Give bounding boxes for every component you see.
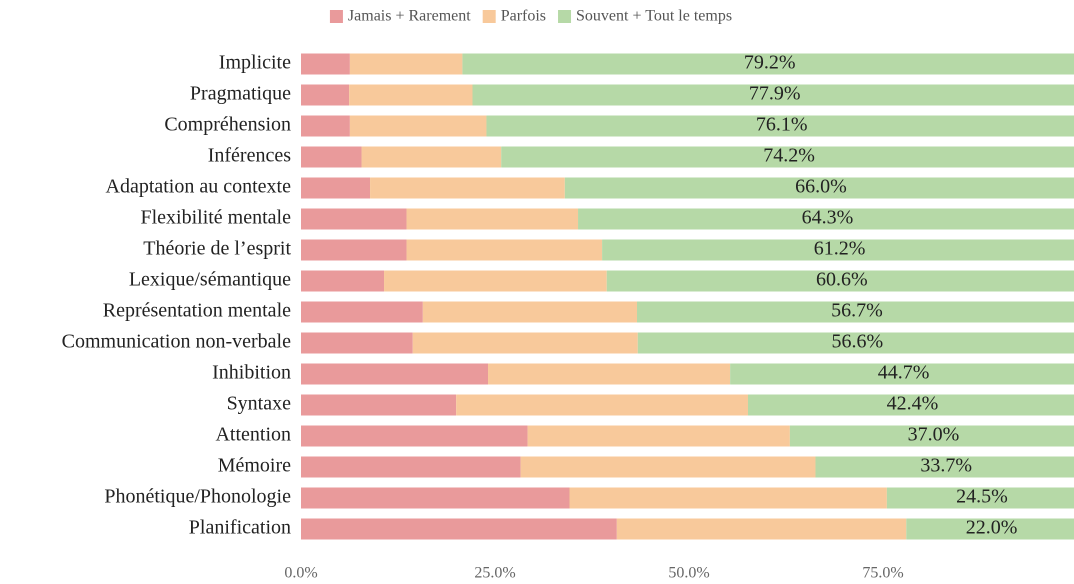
data-label: 60.6% [816,269,868,291]
bar-segment [301,146,362,168]
bar-segment [301,332,413,354]
bar-segment [301,425,528,447]
bar-segment [301,177,371,199]
bar-segment [412,332,638,354]
y-tick-label: Mémoire [218,455,291,477]
data-label: 37.0% [908,424,960,446]
legend-label: Souvent + Tout le temps [576,8,732,25]
legend-label: Jamais + Rarement [348,8,471,25]
bar-segment [301,301,423,323]
data-label: 77.9% [749,83,801,105]
y-tick-label: Compréhension [164,114,291,136]
y-tick-label: Planification [189,517,291,539]
data-label: 61.2% [814,238,866,260]
bar-segment [349,53,463,75]
data-label: 56.7% [831,300,883,322]
x-tick-label: 0.0% [284,565,317,582]
bar-segment [486,115,1074,137]
bar-segment [406,239,603,261]
bar-segment [361,146,502,168]
bar-segment [730,363,1074,385]
bar-segment [301,53,350,75]
bar-segment [789,425,1074,447]
bar-segment [301,208,407,230]
bar-segment [301,270,385,292]
bar-segment [384,270,607,292]
data-label: 33.7% [920,455,972,477]
bar-segment [637,332,1074,354]
y-tick-label: Implicite [219,52,291,74]
x-tick-label: 25.0% [474,565,515,582]
bar-segment [301,487,570,509]
bar-segment [569,487,887,509]
data-label: 42.4% [887,393,939,415]
data-label: 74.2% [763,145,815,167]
y-tick-label: Théorie de l’esprit [143,238,291,260]
y-tick-label: Inhibition [212,362,291,384]
x-tick-label: 50.0% [668,565,709,582]
bar-segment [349,84,473,106]
data-label: 79.2% [744,52,796,74]
data-label: 22.0% [966,517,1018,539]
bar-segment [301,239,407,261]
bar-segment [637,301,1074,323]
data-label: 66.0% [795,176,847,198]
bar-segment [462,53,1074,75]
bar-segment [815,456,1074,478]
bar-segment [301,518,617,540]
y-tick-label: Phonétique/Phonologie [104,486,291,508]
data-label: 56.6% [832,331,884,353]
data-label: 44.7% [878,362,930,384]
bar-segment [301,115,350,137]
bar-segment [616,518,907,540]
bar-segment [747,394,1074,416]
bar-segment [501,146,1074,168]
bar-segment [301,84,350,106]
y-tick-label: Flexibilité mentale [140,207,291,229]
bar-segment [488,363,731,385]
bar-segment [349,115,487,137]
bar-segment [472,84,1074,106]
bar-segment [301,363,489,385]
bar-segment [606,270,1074,292]
bar-segment [578,208,1074,230]
bar-segment [370,177,565,199]
y-tick-label: Pragmatique [190,83,291,105]
bar-segment [456,394,748,416]
y-tick-label: Inférences [208,145,291,167]
legend-label: Parfois [501,8,546,25]
legend-swatch [558,10,572,23]
x-tick-label: 75.0% [862,565,903,582]
bar-segment [301,394,457,416]
bar-segment [886,487,1074,509]
y-tick-label: Communication non-verbale [62,331,292,353]
legend-swatch [329,10,343,23]
data-label: 64.3% [802,207,854,229]
y-tick-label: Représentation mentale [103,300,291,322]
bar-segment [564,177,1074,199]
data-label: 24.5% [956,486,1008,508]
bar-segment [527,425,790,447]
bar-segment [602,239,1074,261]
y-tick-label: Lexique/sémantique [129,269,291,291]
y-tick-label: Adaptation au contexte [106,176,292,198]
bar-segment [422,301,638,323]
legend-swatch [482,10,496,23]
bar-segment [520,456,816,478]
y-tick-label: Attention [215,424,291,446]
data-label: 76.1% [756,114,808,136]
bar-segment [906,518,1074,540]
bar-segment [301,456,521,478]
y-tick-label: Syntaxe [227,393,292,415]
bar-segment [406,208,579,230]
